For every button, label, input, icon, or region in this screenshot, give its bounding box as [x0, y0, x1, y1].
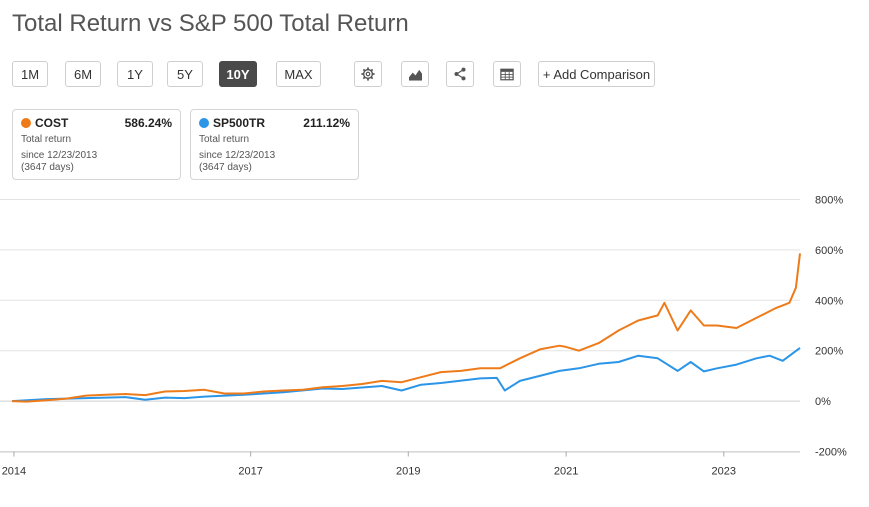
gear-icon — [361, 67, 375, 81]
card-value: 586.24% — [124, 116, 172, 130]
card-since: since 12/23/2013 — [199, 150, 276, 161]
x-tick-label: 2014 — [2, 466, 26, 478]
series-line-cost — [11, 253, 801, 403]
period-button-1y[interactable]: 1Y — [117, 61, 153, 87]
share-icon — [454, 67, 466, 81]
add-comparison-button[interactable]: + Add Comparison — [538, 61, 655, 87]
card-symbol: COST — [35, 116, 69, 130]
mountain-chart-icon — [408, 69, 422, 81]
period-button-max[interactable]: MAX — [276, 61, 321, 87]
card-days: (3647 days) — [21, 162, 74, 173]
y-tick-label: 200% — [815, 346, 843, 358]
card-since: since 12/23/2013 — [21, 150, 98, 161]
series-color-dot — [199, 118, 209, 128]
page-title: Total Return vs S&P 500 Total Return — [12, 10, 409, 37]
legend-card-cost[interactable]: COST 586.24% Total return since 12/23/20… — [12, 109, 181, 180]
settings-button[interactable] — [354, 61, 382, 87]
period-button-6m[interactable]: 6M — [65, 61, 101, 87]
period-button-10y[interactable]: 10Y — [219, 61, 257, 87]
y-tick-label: -200% — [815, 447, 847, 459]
card-label: Total return — [21, 134, 72, 145]
x-tick-label: 2019 — [396, 466, 420, 478]
card-value: 211.12% — [303, 116, 350, 130]
table-view-button[interactable] — [493, 61, 521, 87]
legend-card-sp500tr[interactable]: SP500TR 211.12% Total return since 12/23… — [190, 109, 359, 180]
x-tick-label: 2017 — [238, 466, 262, 478]
period-button-1m[interactable]: 1M — [12, 61, 48, 87]
x-tick-label: 2021 — [554, 466, 578, 478]
total-return-chart[interactable]: 800% 600% 400% 200% 0% -200% 2014 2017 2019 2021 2… — [0, 190, 869, 507]
share-button[interactable] — [446, 61, 474, 87]
x-tick-label: 2023 — [712, 466, 736, 478]
period-button-5y[interactable]: 5Y — [167, 61, 203, 87]
card-days: (3647 days) — [199, 162, 252, 173]
y-tick-label: 600% — [815, 245, 843, 257]
y-tick-label: 400% — [815, 295, 843, 307]
table-icon — [500, 68, 514, 80]
card-label: Total return — [199, 134, 250, 145]
y-tick-label: 800% — [815, 195, 843, 207]
chart-type-button[interactable] — [401, 61, 429, 87]
series-color-dot — [21, 118, 31, 128]
card-symbol: SP500TR — [213, 116, 266, 130]
series-line-sp500tr — [11, 347, 801, 403]
y-tick-label: 0% — [815, 396, 831, 408]
